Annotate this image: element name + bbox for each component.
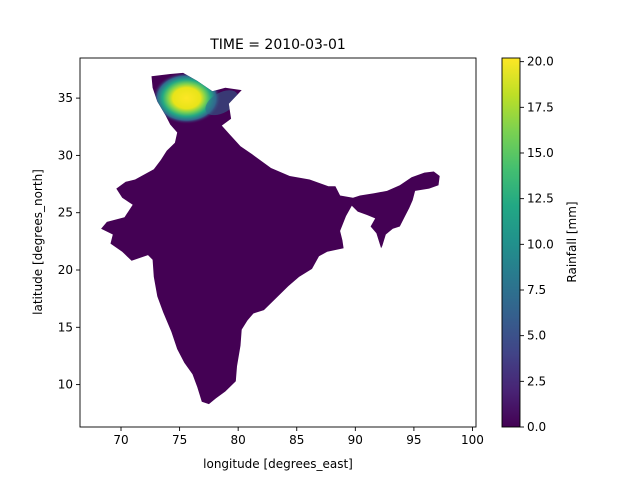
colorbar-tick-label: 5.0 bbox=[527, 329, 546, 343]
colorbar: 0.0 2.5 5.0 7.5 10.0 12.5 15.0 17.5 20.0 Rainfal… bbox=[501, 55, 579, 434]
x-tick-label: 85 bbox=[289, 433, 304, 447]
map-title: TIME = 2010-03-01 bbox=[209, 37, 346, 53]
y-axis-ticks: 10 15 20 25 30 35 bbox=[58, 91, 80, 392]
y-tick-label: 20 bbox=[58, 263, 73, 277]
y-tick-label: 10 bbox=[58, 378, 73, 392]
x-axis-label: longitude [degrees_east] bbox=[203, 457, 353, 471]
colorbar-tick-label: 0.0 bbox=[527, 420, 546, 434]
x-tick-label: 100 bbox=[461, 433, 484, 447]
y-tick-label: 25 bbox=[58, 206, 73, 220]
x-tick-label: 75 bbox=[172, 433, 187, 447]
colorbar-ticks: 0.0 2.5 5.0 7.5 10.0 12.5 15.0 17.5 20.0 bbox=[520, 55, 554, 434]
x-tick-label: 70 bbox=[113, 433, 128, 447]
india-rainfall-region bbox=[101, 72, 440, 405]
colorbar-tick-label: 17.5 bbox=[527, 100, 554, 114]
x-tick-label: 90 bbox=[348, 433, 363, 447]
colorbar-tick-label: 12.5 bbox=[527, 192, 554, 206]
map-plot-area bbox=[101, 72, 440, 405]
high-rainfall-zone bbox=[152, 72, 222, 125]
y-axis-label: latitude [degrees_north] bbox=[31, 169, 45, 315]
x-tick-label: 80 bbox=[231, 433, 246, 447]
plot-frame bbox=[79, 57, 477, 428]
colorbar-gradient bbox=[501, 57, 521, 428]
x-tick-label: 95 bbox=[406, 433, 421, 447]
colorbar-tick-label: 10.0 bbox=[527, 237, 554, 251]
colorbar-tick-label: 2.5 bbox=[527, 374, 546, 388]
colorbar-tick-label: 7.5 bbox=[527, 283, 546, 297]
y-tick-label: 30 bbox=[58, 148, 73, 162]
x-axis-ticks: 70 75 80 85 90 95 100 bbox=[113, 427, 484, 447]
colorbar-label: Rainfall [mm] bbox=[565, 201, 579, 282]
y-tick-label: 15 bbox=[58, 320, 73, 334]
y-tick-label: 35 bbox=[58, 91, 73, 105]
colorbar-tick-label: 15.0 bbox=[527, 146, 554, 160]
colorbar-tick-label: 20.0 bbox=[527, 55, 554, 69]
